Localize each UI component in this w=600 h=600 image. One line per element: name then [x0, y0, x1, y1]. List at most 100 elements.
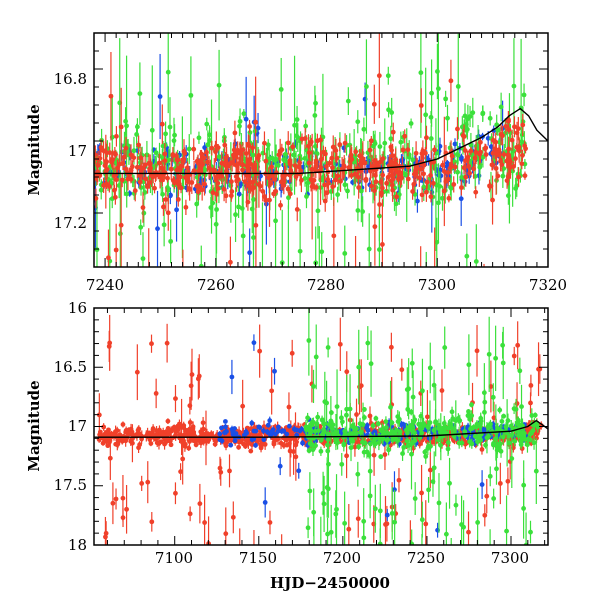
bottom-data-point — [409, 451, 414, 457]
top-data-point — [183, 175, 188, 180]
top-data-point — [419, 151, 425, 156]
bottom-data-point — [417, 441, 423, 447]
bottom-data-point — [281, 442, 287, 448]
top-data-point — [115, 165, 120, 171]
top-data-point — [175, 178, 181, 184]
top-data-point — [516, 148, 522, 154]
top-data-point — [223, 193, 229, 199]
top-data-point — [165, 175, 170, 181]
bottom-data-point — [299, 426, 305, 432]
top-data-point — [468, 148, 474, 154]
top-data-point — [342, 250, 348, 256]
top-data-point — [355, 119, 361, 125]
top-data-point — [505, 157, 511, 163]
bottom-data-point — [528, 383, 534, 388]
bottom-data-point — [244, 430, 249, 436]
bottom-data-point — [357, 384, 362, 390]
bottom-data-point — [182, 432, 187, 438]
bottom-data-point — [384, 512, 390, 518]
bottom-data-point — [178, 469, 183, 475]
bottom-data-point — [361, 449, 367, 455]
top-data-point — [315, 208, 321, 214]
top-data-point — [290, 144, 296, 150]
top-data-point — [108, 93, 114, 99]
top-data-point — [446, 195, 452, 201]
bottom-data-point — [251, 428, 257, 434]
top-data-point — [174, 207, 179, 213]
top-data-point — [516, 174, 521, 180]
top-data-point — [435, 86, 441, 92]
bottom-data-point — [161, 433, 166, 439]
bottom-data-point — [168, 442, 174, 448]
top-data-point — [335, 192, 341, 198]
top-data-point — [498, 104, 504, 110]
bottom-data-point — [222, 430, 227, 436]
top-data-point — [380, 241, 385, 247]
top-data-point — [449, 153, 455, 159]
bottom-data-point — [511, 353, 517, 359]
top-data-point — [388, 159, 394, 164]
top-data-point — [123, 166, 129, 172]
top-data-point — [514, 144, 520, 150]
top-data-point — [405, 147, 411, 153]
top-data-point — [451, 181, 457, 187]
bottom-data-point — [158, 439, 164, 445]
top-data-point — [252, 168, 258, 174]
top-data-point — [390, 129, 396, 135]
top-data-point — [377, 202, 382, 207]
top-data-point — [102, 163, 108, 169]
top-data-point — [253, 119, 259, 125]
bottom-data-point — [269, 429, 275, 435]
top-data-point — [384, 180, 389, 186]
bottom-data-point — [120, 515, 126, 521]
bottom-data-point — [187, 420, 193, 425]
top-data-point — [250, 152, 256, 158]
bottom-data-point — [222, 419, 228, 424]
bottom-data-point — [427, 467, 433, 473]
bottom-data-point — [173, 396, 178, 401]
top-data-point — [413, 168, 418, 173]
top-data-point — [119, 177, 125, 183]
bottom-data-point — [107, 455, 113, 461]
top-model-curve — [94, 107, 548, 175]
top-data-point — [292, 163, 298, 169]
bottom-data-point — [197, 501, 203, 507]
top-data-point — [234, 178, 240, 184]
top-data-point — [477, 151, 483, 157]
top-data-point — [327, 160, 332, 166]
top-data-point — [302, 155, 308, 161]
top-data-point — [466, 163, 472, 169]
bottom-data-point — [232, 426, 237, 431]
bottom-data-point — [396, 477, 402, 483]
top-data-point — [489, 162, 495, 168]
bottom-data-point — [364, 422, 370, 428]
top-data-point — [519, 152, 525, 158]
bottom-data-point — [96, 412, 102, 418]
top-data-point — [170, 178, 176, 183]
top-data-point — [156, 160, 162, 166]
top-data-point — [201, 155, 207, 161]
top-data-point — [297, 248, 303, 254]
top-data-point — [429, 90, 435, 96]
top-data-point — [207, 138, 213, 143]
top-data-point — [418, 70, 424, 76]
top-data-point — [322, 198, 328, 204]
top-data-point — [240, 233, 246, 239]
top-data-point — [361, 126, 367, 132]
top-data-point — [509, 137, 515, 143]
top-data-point — [181, 159, 186, 164]
top-data-point — [348, 152, 354, 158]
bottom-data-point — [200, 426, 206, 432]
top-data-point — [153, 150, 159, 156]
top-data-point — [521, 92, 527, 98]
top-data-point — [345, 98, 351, 104]
bottom-data-point — [504, 528, 509, 534]
top-data-point — [273, 170, 279, 175]
top-data-point — [445, 170, 451, 175]
top-data-point — [177, 174, 183, 180]
top-data-point — [292, 122, 297, 128]
top-data-point — [434, 239, 440, 245]
top-data-point — [213, 174, 219, 180]
bottom-data-point — [356, 444, 362, 450]
